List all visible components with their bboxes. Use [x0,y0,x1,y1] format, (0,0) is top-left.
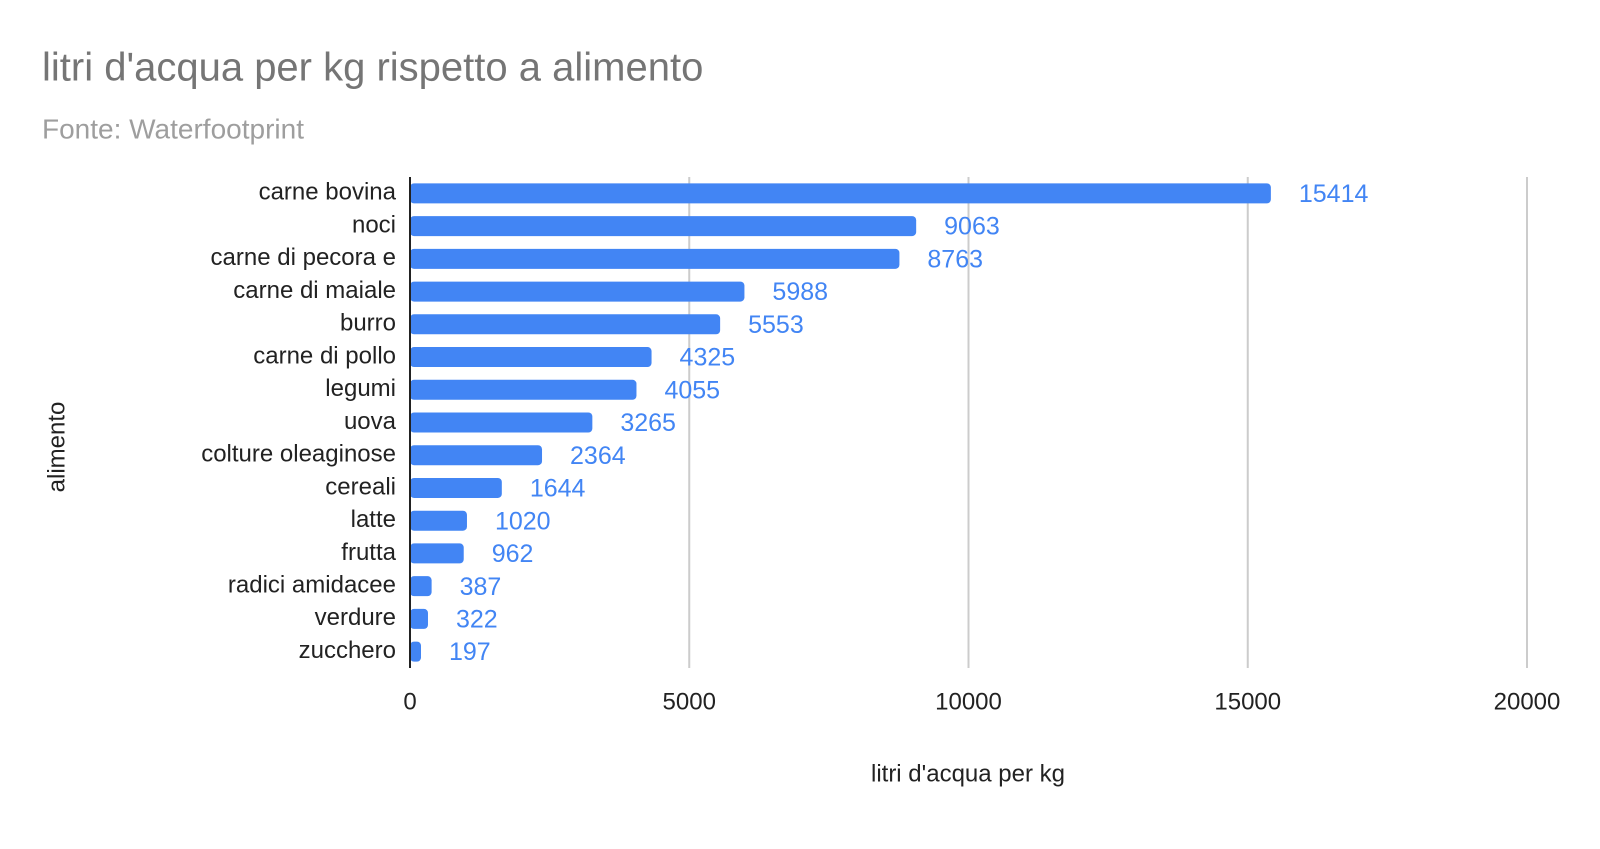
x-tick-label: 20000 [1494,688,1561,715]
y-tick-label: verdure [315,604,396,631]
value-label: 4055 [664,376,720,404]
value-label: 4325 [680,344,736,372]
y-tick-label: zucchero [299,637,396,664]
bar [410,608,428,629]
y-tick-label: burro [340,310,396,337]
y-tick-label: carne di pollo [253,342,396,369]
x-axis-label: litri d'acqua per kg [871,760,1065,787]
chart-title: litri d'acqua per kg rispetto a alimento [42,46,703,90]
y-tick-label: latte [351,506,396,533]
bar [410,477,502,498]
value-label: 2364 [570,442,626,470]
x-tick-label: 15000 [1214,688,1281,715]
y-tick-label: carne di maiale [233,277,396,304]
bar [410,510,467,531]
bar [410,248,900,269]
chart-subtitle: Fonte: Waterfootprint [42,113,304,144]
value-label: 197 [449,638,491,666]
bar [410,379,637,400]
x-tick-label: 5000 [663,688,716,715]
x-tick-label: 0 [403,688,416,715]
y-tick-label: cereali [325,473,396,500]
bar [410,445,543,466]
y-tick-label: carne di pecora e [211,244,396,271]
bar [410,641,422,662]
y-tick-label: frutta [341,539,396,566]
bar [410,347,652,368]
bar [410,412,593,433]
bar [410,314,721,335]
value-label: 3265 [620,409,676,437]
value-label: 15414 [1299,180,1369,208]
y-tick-label: noci [352,211,396,238]
bar [410,543,464,564]
value-label: 9063 [944,213,1000,241]
y-axis-label: alimento [43,402,70,493]
bar [410,216,917,237]
value-label: 387 [460,573,502,601]
y-tick-label: uova [344,408,397,435]
value-label: 962 [492,540,534,568]
value-label: 5553 [748,311,804,339]
y-tick-label: radici amidacee [228,572,396,599]
bar [410,576,432,597]
value-label: 1644 [530,475,586,503]
value-label: 5988 [772,278,828,306]
y-tick-label: legumi [325,375,396,402]
bar [410,183,1271,204]
value-label: 8763 [927,245,983,273]
y-tick-label: carne bovina [259,179,397,206]
x-tick-label: 10000 [935,688,1002,715]
value-label: 322 [456,606,498,634]
y-tick-label: colture oleaginose [201,441,396,468]
value-label: 1020 [495,507,551,535]
bar [410,281,745,302]
